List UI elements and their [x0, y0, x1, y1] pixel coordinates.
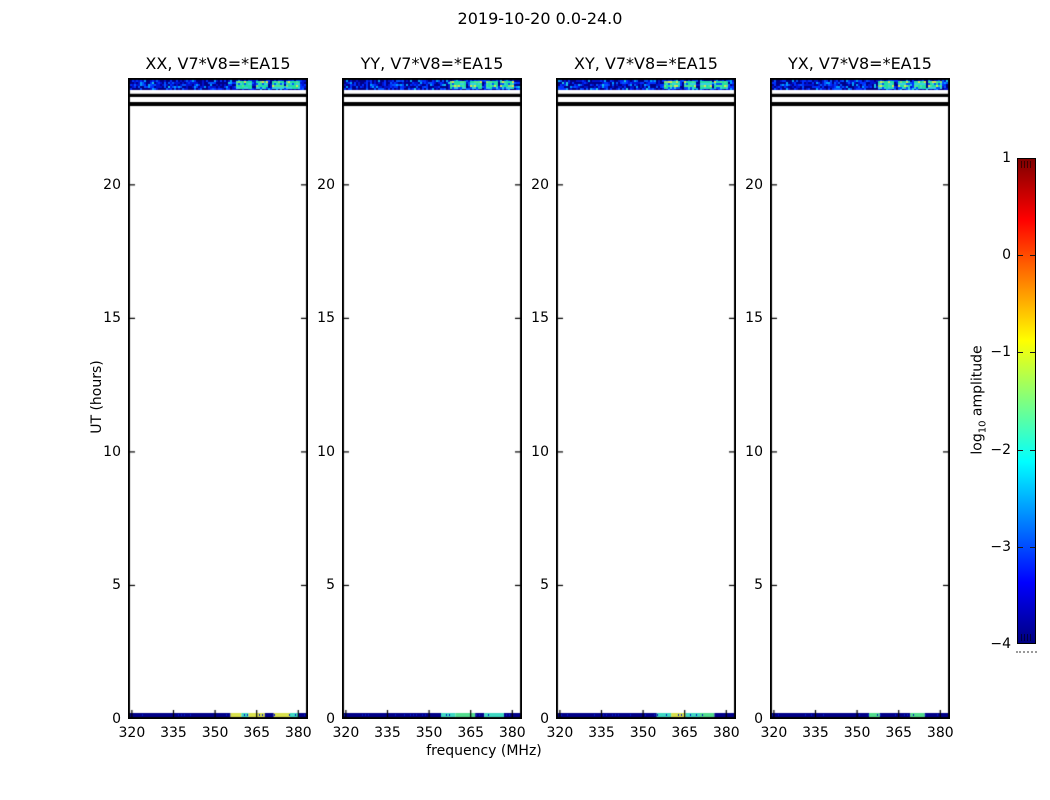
colorbar-tick-label: 1: [1002, 150, 1011, 166]
panel-title: XX, V7*V8=*EA15: [145, 54, 291, 73]
x-tick-label: 335: [160, 725, 187, 741]
x-tick-label: 380: [926, 725, 954, 741]
x-tick-label: 350: [415, 725, 443, 741]
colorbar-tick-label: −1: [990, 344, 1011, 361]
x-tick-label: 365: [885, 725, 913, 741]
x-tick-label: 365: [457, 725, 485, 741]
colorbar-tick-mark: [1018, 352, 1023, 354]
x-tick-label: 350: [629, 725, 657, 741]
colorbar-underflow-hatch-icon: [1021, 634, 1032, 641]
y-tick-label: 20: [745, 176, 763, 193]
y-tick-label: 10: [531, 443, 549, 460]
x-axis-label: frequency (MHz): [426, 743, 542, 759]
colorbar-tick-mark: [1030, 449, 1035, 451]
x-tick-label: 365: [243, 725, 271, 741]
colorbar-label-prefix: log: [969, 433, 986, 455]
y-tick-label: 15: [317, 310, 335, 327]
x-tick-label: 335: [374, 725, 401, 741]
x-tick-label: 320: [546, 725, 574, 741]
y-tick-label: 5: [540, 577, 549, 594]
heatmap-canvas: [342, 78, 522, 719]
y-tick-label: 0: [326, 711, 335, 727]
colorbar-tick-mark: [1018, 255, 1023, 257]
colorbar-tick-mark: [1030, 546, 1035, 548]
panel-title: XY, V7*V8=*EA15: [574, 54, 718, 73]
subplot-xy: XY, V7*V8=*EA15 320 335 350 365 380 0 5 10 15 20: [531, 54, 739, 741]
y-tick-label: 20: [103, 176, 121, 193]
subplot-yy: YY, V7*V8=*EA15 320 335 350 365 380 0 5 10 15 20: [317, 54, 525, 741]
colorbar-tick-label: −2: [990, 441, 1011, 458]
colorbar-label-subscript: 10: [977, 420, 989, 434]
y-tick-label: 10: [103, 443, 121, 460]
y-tick-label: 0: [754, 711, 763, 727]
x-tick-label: 350: [843, 725, 871, 741]
x-tick-label: 320: [118, 725, 146, 741]
panel-title: YY, V7*V8=*EA15: [360, 54, 504, 73]
y-tick-label: 15: [531, 310, 549, 327]
y-tick-label: 15: [103, 310, 121, 327]
subplot-yx: YX, V7*V8=*EA15 320 335 350 365 380 0 5 10 15 20: [745, 54, 953, 741]
colorbar-tick-label: −4: [990, 636, 1011, 652]
colorbar-tick-label: −3: [990, 538, 1011, 555]
colorbar-tick-label: 0: [1002, 247, 1011, 264]
y-tick-label: 5: [112, 577, 121, 594]
y-tick-label: 15: [745, 310, 763, 327]
x-tick-label: 335: [588, 725, 615, 741]
y-tick-label: 20: [317, 176, 335, 193]
y-tick-label: 0: [112, 711, 121, 727]
y-tick-label: 5: [754, 577, 763, 594]
y-tick-label: 10: [745, 443, 763, 460]
colorbar-tick-mark: [1018, 449, 1023, 451]
x-tick-label: 335: [802, 725, 829, 741]
heatmap-canvas: [770, 78, 950, 719]
x-tick-label: 365: [671, 725, 699, 741]
colorbar-gradient: [1017, 158, 1036, 644]
x-tick-label: 350: [201, 725, 229, 741]
y-tick-label: 10: [317, 443, 335, 460]
x-tick-label: 380: [284, 725, 312, 741]
subplot-xx: XX, V7*V8=*EA15 320 335 350 365 380 0 5 10 15 20: [103, 54, 311, 741]
colorbar-overflow-hatch-icon: [1021, 161, 1032, 168]
colorbar: 1 0 −1 −2 −3 −4: [990, 150, 1036, 652]
y-tick-label: 20: [531, 176, 549, 193]
x-tick-label: 320: [760, 725, 788, 741]
panel-title: YX, V7*V8=*EA15: [788, 54, 932, 73]
colorbar-label: log10 amplitude: [970, 345, 989, 454]
heatmap-canvas: [556, 78, 736, 719]
x-tick-label: 380: [498, 725, 526, 741]
colorbar-underflow-dots-icon: [1016, 651, 1037, 653]
y-tick-label: 0: [540, 711, 549, 727]
figure-title: 2019-10-20 0.0-24.0: [457, 9, 623, 28]
x-tick-label: 320: [332, 725, 360, 741]
heatmap-canvas: [128, 78, 308, 719]
y-axis-label: UT (hours): [89, 360, 105, 434]
colorbar-tick-mark: [1030, 352, 1035, 354]
colorbar-tick-mark: [1030, 255, 1035, 257]
colorbar-tick-mark: [1018, 546, 1023, 548]
x-tick-label: 380: [712, 725, 740, 741]
colorbar-label-suffix: amplitude: [969, 345, 986, 421]
y-tick-label: 5: [326, 577, 335, 594]
